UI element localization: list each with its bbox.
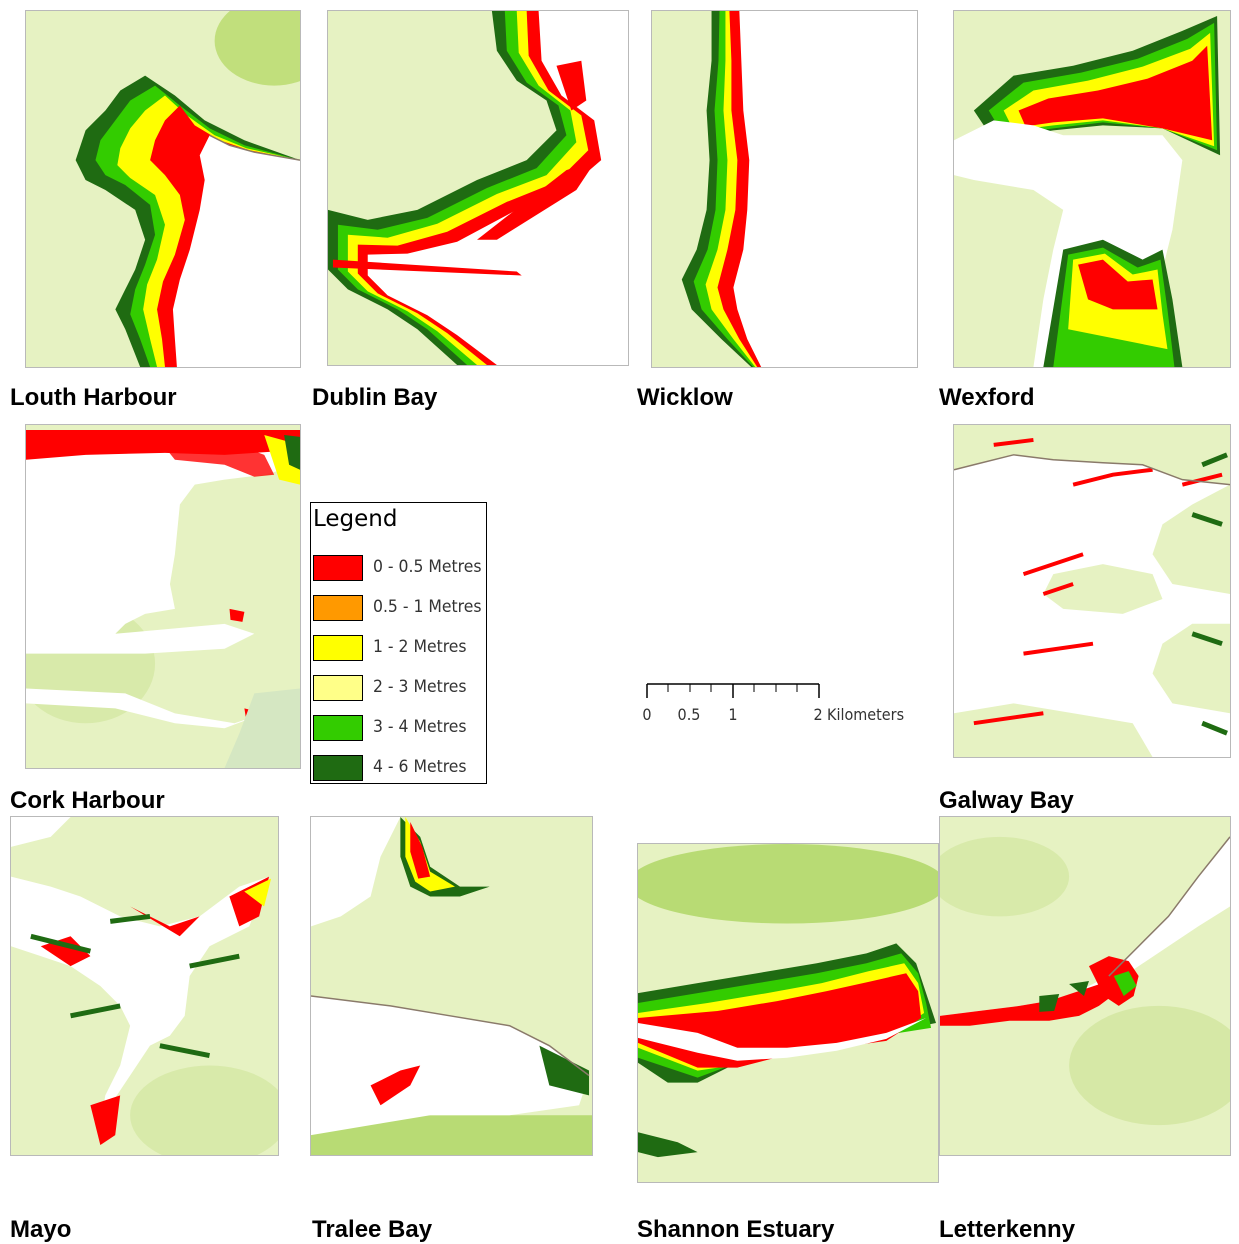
legend-item: 0.5 - 1 Metres [313,595,485,623]
map-cork-graphic [26,425,300,768]
legend-label: 0.5 - 1 Metres [373,597,482,617]
map-louth-harbour [25,10,301,368]
legend-label: 3 - 4 Metres [373,717,467,737]
legend-item: 3 - 4 Metres [313,715,485,743]
caption-wexford: Wexford [939,384,1035,411]
map-letterkenny-graphic [940,817,1230,1155]
map-louth-graphic [26,11,300,367]
map-tralee-bay [310,816,593,1156]
scale-tick-label: 0.5 [677,705,701,724]
caption-mayo: Mayo [10,1216,72,1243]
legend-item: 4 - 6 Metres [313,755,485,783]
caption-cork-harbour: Cork Harbour [10,787,165,814]
caption-dublin-bay: Dublin Bay [312,384,438,411]
map-wexford-graphic [954,11,1230,367]
caption-galway-bay: Galway Bay [939,787,1074,814]
caption-letterkenny: Letterkenny [939,1216,1076,1243]
legend-swatch [313,635,363,661]
map-shannon-estuary [637,843,939,1183]
map-galway-bay [953,424,1231,758]
caption-louth-harbour: Louth Harbour [10,384,177,411]
legend-swatch [313,715,363,741]
legend-item: 2 - 3 Metres [313,675,485,703]
scale-bar-graphic [646,683,820,698]
legend-item: 0 - 0.5 Metres [313,555,485,583]
map-dublin-graphic [328,11,628,365]
map-dublin-bay [327,10,629,366]
map-tralee-graphic [311,817,592,1155]
map-letterkenny [939,816,1231,1156]
legend-swatch [313,675,363,701]
map-cork-harbour [25,424,301,769]
map-galway-graphic [954,425,1230,757]
caption-shannon-estuary: Shannon Estuary [637,1216,835,1243]
scale-tick-label: 0 [642,705,652,724]
legend-swatch [313,755,363,781]
map-wicklow [651,10,918,368]
caption-tralee-bay: Tralee Bay [312,1216,433,1243]
map-shannon-graphic [638,844,938,1182]
map-wicklow-graphic [652,11,917,367]
legend-label: 2 - 3 Metres [373,677,467,697]
map-mayo [10,816,279,1156]
legend-label: 0 - 0.5 Metres [373,557,482,577]
legend-title: Legend [313,506,398,532]
scale-unit-label: Kilometers [827,705,905,724]
caption-wicklow: Wicklow [637,384,733,411]
legend-swatch [313,555,363,581]
legend-item: 1 - 2 Metres [313,635,485,663]
scale-tick-label: 1 [728,705,738,724]
scale-bar: 0 0.5 1 2 Kilometers [640,678,920,728]
map-mayo-graphic [11,817,278,1155]
scale-tick-label: 2 [813,705,823,724]
legend-label: 4 - 6 Metres [373,757,467,777]
legend: Legend 0 - 0.5 Metres 0.5 - 1 Metres 1 - 2… [310,502,487,784]
legend-swatch [313,595,363,621]
map-wexford [953,10,1231,368]
legend-label: 1 - 2 Metres [373,637,467,657]
